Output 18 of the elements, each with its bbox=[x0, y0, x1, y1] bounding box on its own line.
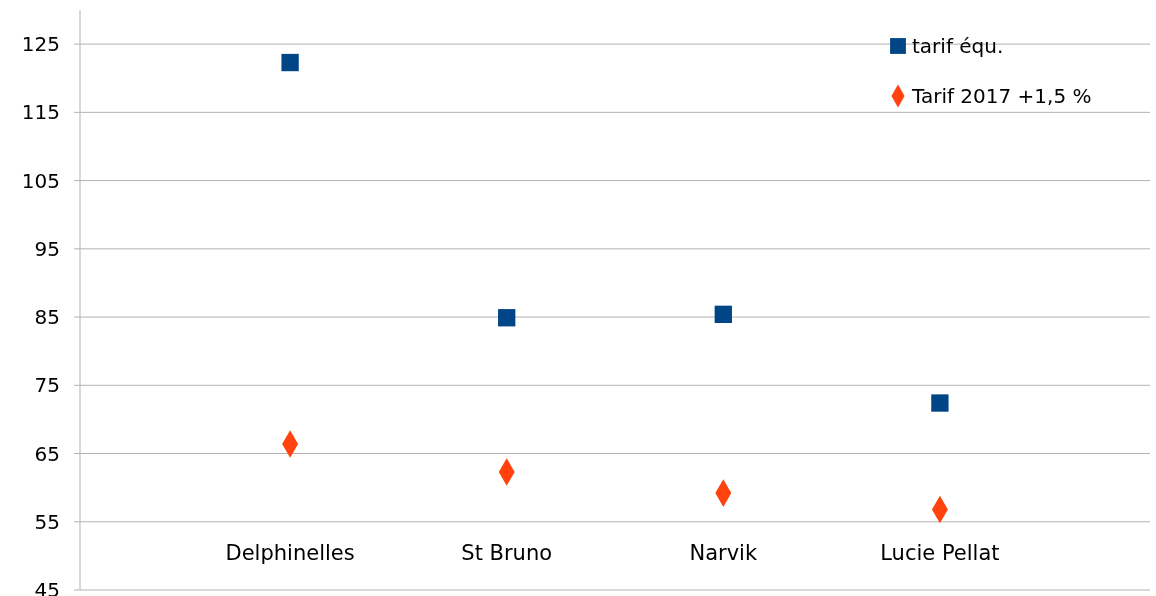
x-tick-label: Lucie Pellat bbox=[880, 541, 1000, 565]
x-tick-label: St Bruno bbox=[461, 541, 553, 565]
point bbox=[931, 394, 949, 412]
point bbox=[714, 305, 732, 323]
point bbox=[498, 309, 516, 327]
y-tick-label: 75 bbox=[34, 373, 60, 398]
x-tick-label: Delphinelles bbox=[225, 541, 355, 565]
x-tick-label: Narvik bbox=[689, 541, 758, 565]
y-tick-label: 105 bbox=[21, 168, 60, 193]
legend-label: Tarif 2017 +1,5 % bbox=[911, 84, 1092, 108]
y-tick-label: 95 bbox=[34, 236, 60, 261]
point bbox=[281, 53, 299, 72]
legend-label: tarif équ. bbox=[912, 34, 1004, 58]
y-tick-label: 125 bbox=[21, 32, 60, 57]
y-tick-label: 55 bbox=[34, 509, 60, 534]
y-tick-label: 115 bbox=[21, 100, 60, 125]
y-tick-label: 65 bbox=[34, 441, 60, 466]
y-tick-label: 85 bbox=[34, 305, 60, 330]
